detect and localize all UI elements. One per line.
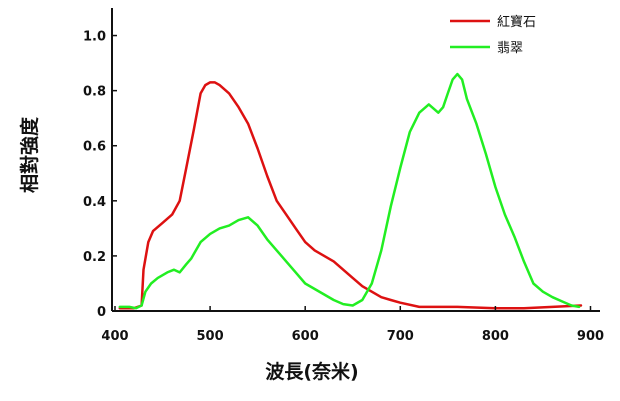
y-tick-label: 1.0 [83, 30, 106, 45]
y-axis-ticks: 0 0.2 0.4 0.6 0.8 1.0 [83, 30, 117, 320]
x-tick-label: 400 [101, 329, 128, 344]
series-line-2 [118, 72, 581, 310]
legend-label-2: 翡翠 [497, 41, 523, 56]
y-axis-title: 相對強度 [18, 116, 41, 193]
y-tick-label: 0 [97, 305, 106, 320]
x-tick-label: 500 [197, 329, 224, 344]
series-line-1 [118, 81, 583, 310]
x-axis-title: 波長(奈米) [265, 360, 358, 383]
x-tick-label: 900 [577, 329, 604, 344]
y-tick-label: 0.2 [83, 250, 106, 265]
legend-label-1: 紅寶石 [497, 14, 536, 30]
x-tick-label: 700 [387, 329, 414, 344]
x-tick-label: 600 [292, 329, 319, 344]
y-tick-label: 0.6 [83, 140, 106, 155]
y-tick-label: 0.8 [83, 85, 106, 100]
plot-area [118, 72, 583, 310]
x-tick-label: 800 [482, 329, 509, 344]
y-tick-label: 0.4 [83, 195, 106, 210]
